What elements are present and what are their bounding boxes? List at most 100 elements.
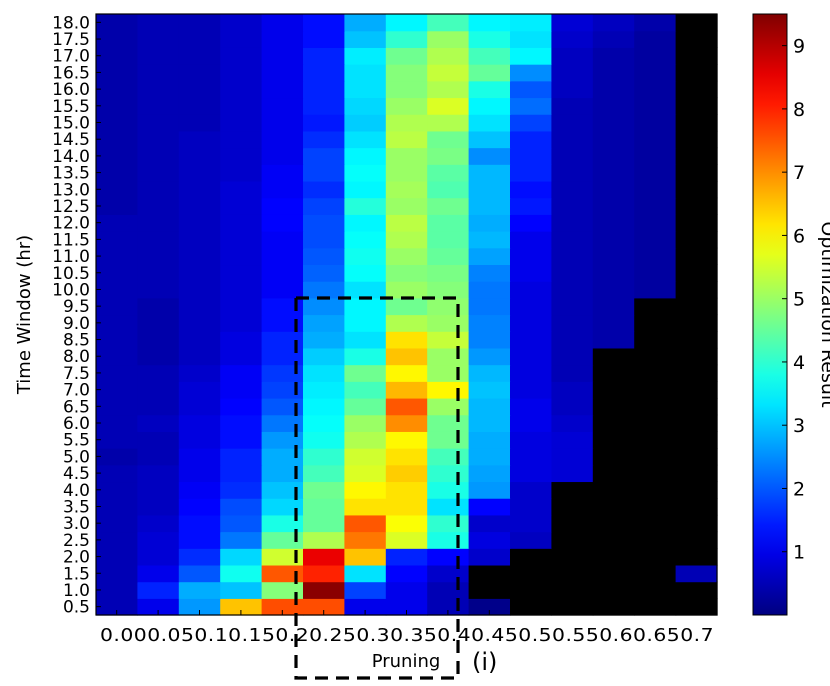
heatmap-cell — [675, 147, 718, 165]
heatmap-cell — [592, 431, 635, 449]
heatmap-cell — [137, 231, 180, 249]
colorbar-tick-label: 1 — [793, 542, 805, 564]
heatmap-cell — [468, 397, 511, 416]
heatmap-cell — [634, 180, 677, 199]
heatmap-cell — [261, 114, 304, 132]
heatmap-cell — [551, 164, 594, 182]
heatmap-cell — [551, 347, 594, 366]
heatmap-cell — [592, 47, 635, 65]
heatmap-cell — [303, 64, 345, 82]
heatmap-cell — [468, 30, 511, 48]
heatmap-cell — [137, 431, 180, 449]
heatmap-cell — [427, 80, 470, 99]
heatmap-cell — [675, 464, 718, 483]
heatmap-cell — [427, 414, 470, 432]
heatmap-cell — [96, 514, 138, 533]
heatmap-cell — [385, 531, 428, 549]
heatmap-cell — [634, 331, 677, 349]
heatmap-cell — [303, 130, 345, 149]
heatmap-cell — [592, 197, 635, 215]
heatmap-cell — [634, 448, 677, 466]
colorbar-tick-label: 2 — [793, 478, 805, 500]
heatmap-cell — [468, 531, 511, 549]
heatmap-cell — [261, 448, 304, 466]
heatmap-cell — [303, 448, 345, 466]
heatmap-cell — [675, 64, 718, 82]
y-tick-label: 10.5 — [52, 264, 90, 284]
heatmap-cell — [220, 531, 263, 549]
heatmap-cell — [96, 80, 138, 99]
heatmap-cell — [385, 381, 428, 399]
heatmap-cell — [634, 514, 677, 533]
y-tick-label: 17.5 — [52, 30, 90, 50]
heatmap-cell — [178, 581, 221, 599]
heatmap-cell — [96, 431, 138, 449]
heatmap-cell — [675, 498, 718, 516]
heatmap-cell — [427, 147, 470, 165]
heatmap-cell — [634, 381, 677, 399]
heatmap-cell — [634, 347, 677, 366]
heatmap-cell — [178, 114, 221, 132]
heatmap-cell — [137, 414, 180, 432]
heatmap-cell — [385, 147, 428, 165]
heatmap-cell — [303, 414, 345, 432]
heatmap-cell — [220, 514, 263, 533]
heatmap-cell — [261, 347, 304, 366]
heatmap-cell — [303, 247, 345, 266]
heatmap-cell — [96, 548, 138, 566]
heatmap-cell — [551, 581, 594, 599]
heatmap-cell — [96, 97, 138, 115]
heatmap-cell — [634, 130, 677, 149]
heatmap-cell — [510, 331, 552, 349]
heatmap-cell — [96, 231, 138, 249]
y-tick-label: 4.5 — [63, 464, 90, 484]
heatmap-cell — [675, 164, 718, 182]
heatmap-cell — [675, 598, 718, 616]
heatmap-cell — [303, 281, 345, 299]
heatmap-cell — [427, 448, 470, 466]
heatmap-cell — [427, 197, 470, 215]
heatmap-cell — [634, 64, 677, 82]
heatmap-cell — [510, 147, 552, 165]
y-tick-label: 6.5 — [63, 397, 90, 417]
heatmap-cell — [261, 130, 304, 149]
heatmap-cell — [344, 197, 387, 215]
heatmap-cell — [385, 598, 428, 616]
heatmap-cell — [427, 97, 470, 115]
y-tick-label: 16.0 — [52, 80, 90, 100]
heatmap-cell — [385, 548, 428, 566]
heatmap-cell — [551, 314, 594, 332]
heatmap-cell — [96, 347, 138, 366]
heatmap-cell — [96, 464, 138, 483]
heatmap-cell — [385, 47, 428, 65]
heatmap-cell — [634, 314, 677, 332]
heatmap-cell — [510, 281, 552, 299]
heatmap-cell — [634, 598, 677, 616]
heatmap-cell — [303, 464, 345, 483]
heatmap-cell — [137, 381, 180, 399]
heatmap-cell — [427, 247, 470, 266]
heatmap-cell — [261, 314, 304, 332]
heatmap-cell — [303, 531, 345, 549]
heatmap-cell — [551, 514, 594, 533]
heatmap-cell — [510, 30, 552, 48]
heatmap-cell — [592, 564, 635, 583]
heatmap-cell — [178, 414, 221, 432]
y-tick-label: 16.5 — [52, 63, 90, 83]
heatmap-cell — [344, 180, 387, 199]
heatmap-cell — [261, 214, 304, 232]
heatmap-cell — [261, 414, 304, 432]
heatmap-cell — [303, 30, 345, 48]
heatmap-cell — [592, 147, 635, 165]
heatmap-cell — [592, 214, 635, 232]
heatmap-cell — [344, 64, 387, 82]
heatmap-cell — [344, 347, 387, 366]
heatmap-cell — [137, 514, 180, 533]
heatmap-cell — [261, 548, 304, 566]
heatmap-cell — [634, 481, 677, 499]
heatmap-cell — [468, 514, 511, 533]
heatmap-cell — [468, 331, 511, 349]
heatmap-cell — [385, 64, 428, 82]
heatmap-cell — [468, 197, 511, 215]
